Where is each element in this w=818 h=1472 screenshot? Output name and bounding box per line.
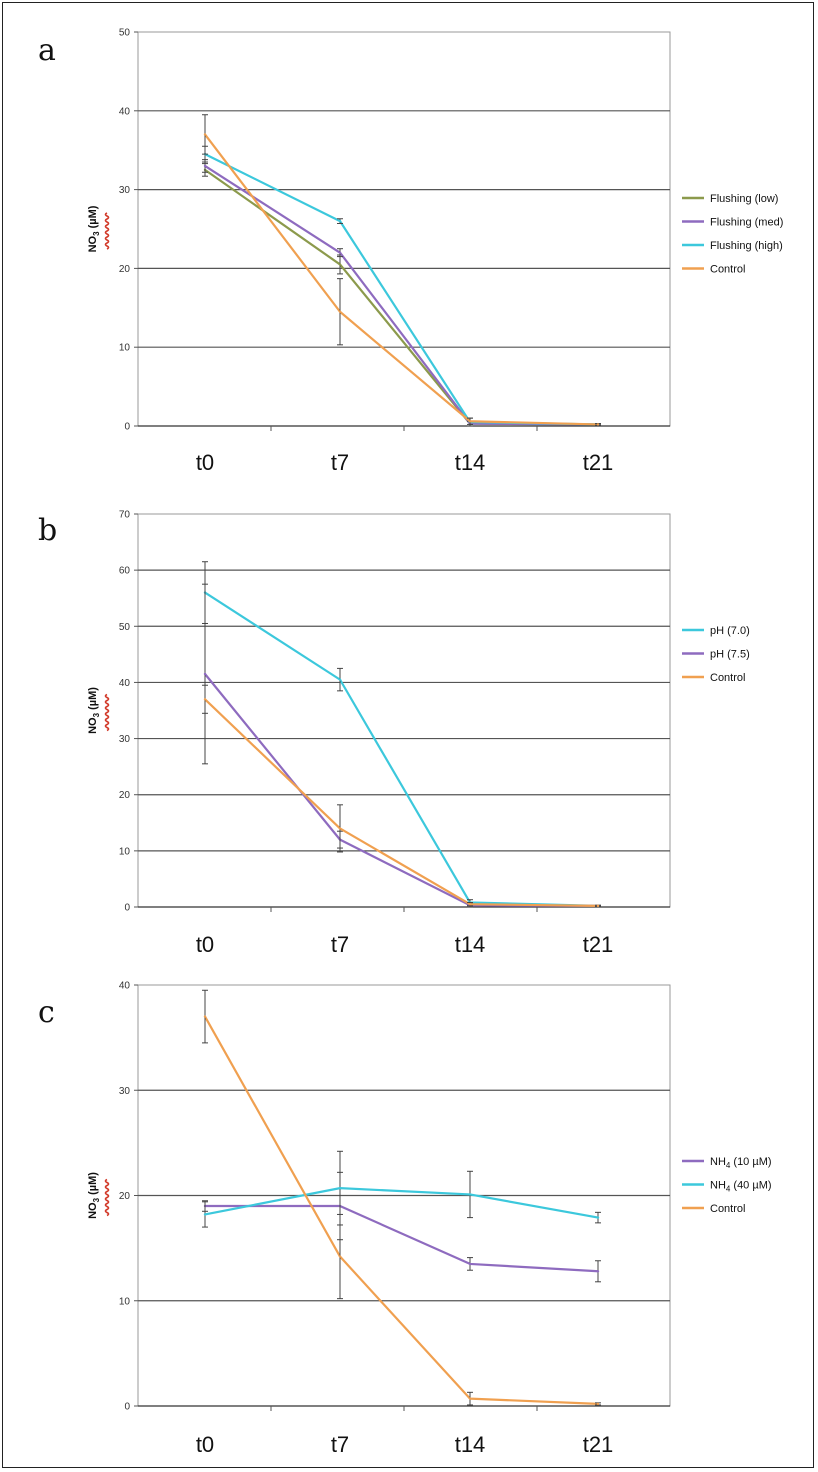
y-tick-label: 30: [119, 185, 131, 196]
x-tick-label: t7: [331, 932, 349, 957]
spellcheck-squiggle: [104, 1178, 110, 1217]
y-tick-label: 10: [119, 343, 131, 354]
data-point: [203, 672, 207, 676]
data-point: [338, 310, 342, 313]
legend-label: Flushing (low): [710, 193, 778, 205]
legend-label: Flushing (high): [710, 240, 783, 252]
data-point: [203, 164, 207, 168]
legend-label: pH (7.5): [710, 649, 750, 661]
y-tick-label: 40: [119, 678, 131, 689]
data-point: [596, 904, 600, 908]
y-tick-label: 60: [119, 566, 131, 577]
x-tick-label: t14: [455, 1432, 486, 1457]
legend-label: Control: [710, 1203, 745, 1215]
y-tick-label: 30: [119, 1086, 131, 1097]
y-tick-label: 0: [124, 422, 130, 433]
y-axis-label-text: NO3 (µM): [87, 1172, 101, 1219]
y-tick-label: 10: [119, 1296, 131, 1307]
x-tick-label: t21: [583, 450, 614, 475]
y-axis-label-text: NO3 (µM): [87, 687, 101, 734]
data-point: [203, 698, 207, 701]
plot-area: [137, 513, 671, 908]
series-line: [204, 133, 599, 426]
x-tick-label: t21: [583, 1432, 614, 1457]
data-point: [596, 1216, 600, 1219]
y-axis-label: NO3 (µM): [87, 1172, 110, 1219]
data-point: [338, 827, 342, 830]
y-tick-label: 40: [119, 106, 131, 117]
data-point: [338, 219, 342, 223]
data-point: [203, 1015, 207, 1018]
panel-label: a: [38, 33, 56, 68]
data-point: [468, 420, 472, 423]
y-tick-label: 10: [119, 846, 131, 857]
y-tick-label: 20: [119, 1191, 131, 1202]
legend-label: Control: [710, 264, 745, 276]
data-point: [338, 263, 342, 266]
data-point: [596, 1270, 600, 1273]
x-tick-label: t21: [583, 932, 614, 957]
y-tick-label: 30: [119, 734, 131, 745]
data-point: [338, 251, 342, 254]
x-tick-label: t0: [196, 932, 214, 957]
x-tick-label: t14: [455, 932, 486, 957]
data-point: [338, 678, 342, 681]
legend-label: Flushing (med): [710, 217, 783, 229]
chart-panel-c: c 0 10 20 30 40 t0 t7 t14 t21 NO3 (µM) NH4 (10 µM) N…: [38, 981, 772, 1458]
series-line: [204, 1016, 599, 1405]
x-tick-label: t0: [196, 1432, 214, 1457]
panel-label: b: [38, 513, 57, 548]
data-point: [338, 1255, 342, 1258]
series-line: [204, 1187, 599, 1219]
x-tick-label: t14: [455, 450, 486, 475]
data-point: [338, 1186, 342, 1190]
y-tick-label: 20: [119, 790, 131, 801]
data-point: [596, 423, 600, 426]
series-line: [204, 698, 599, 907]
spellcheck-squiggle: [104, 693, 110, 732]
chart-panel-b: b 0 10 20 30 40 50 60 70 t0 t7 t14 t21 NO3 (µM) pH (7.…: [38, 510, 750, 958]
data-point: [468, 1397, 472, 1400]
data-point: [203, 133, 207, 136]
data-point: [203, 1213, 207, 1216]
x-tick-label: t7: [331, 450, 349, 475]
y-tick-label: 70: [119, 510, 131, 521]
panel-label: c: [38, 995, 55, 1030]
x-tick-label: t0: [196, 450, 214, 475]
data-point: [468, 1193, 472, 1196]
y-tick-label: 0: [124, 903, 130, 914]
y-tick-label: 0: [124, 1402, 130, 1413]
data-point: [596, 1402, 600, 1406]
spellcheck-squiggle: [104, 212, 110, 250]
data-point: [468, 1262, 472, 1266]
y-tick-label: 20: [119, 264, 131, 275]
y-axis-label: NO3 (µM): [87, 687, 110, 734]
data-point: [468, 902, 472, 906]
legend-label: NH4 (40 µM): [710, 1180, 772, 1194]
legend-label: pH (7.0): [710, 625, 750, 637]
y-axis-label: NO3 (µM): [87, 205, 110, 252]
series-line: [205, 1204, 599, 1273]
y-axis-label-text: NO3 (µM): [87, 205, 101, 252]
legend-label: Control: [710, 672, 745, 684]
y-tick-label: 50: [119, 28, 131, 39]
y-tick-label: 40: [119, 981, 131, 992]
x-tick-label: t7: [331, 1432, 349, 1457]
chart-panel-a: a 0 10 20 30 40 50 t0 t7 t14 t21 NO3 (µM) Flushing (…: [38, 28, 783, 476]
plot-area: [137, 31, 671, 427]
legend-label: NH4 (10 µM): [710, 1156, 772, 1170]
y-tick-label: 50: [119, 622, 131, 633]
